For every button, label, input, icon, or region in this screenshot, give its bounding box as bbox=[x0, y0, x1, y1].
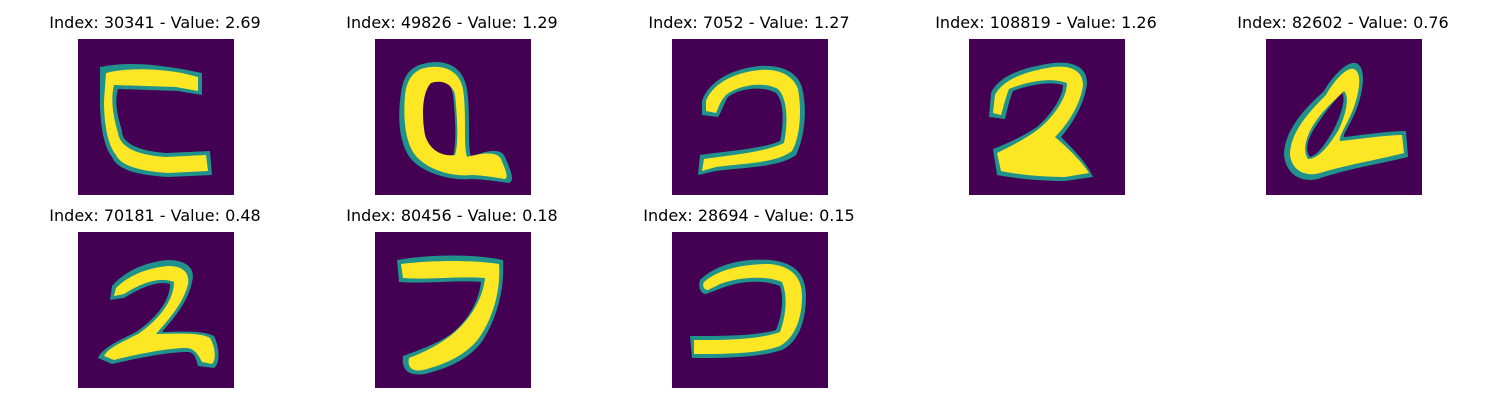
digit-image bbox=[375, 39, 531, 195]
panel-8: Index: 28694 - Value: 0.15 bbox=[619, 205, 879, 388]
panel-title: Index: 70181 - Value: 0.48 bbox=[49, 206, 261, 225]
panel-title: Index: 28694 - Value: 0.15 bbox=[643, 206, 855, 225]
panel-title: Index: 82602 - Value: 0.76 bbox=[1237, 13, 1449, 32]
panel-5: Index: 82602 - Value: 0.76 bbox=[1213, 12, 1473, 195]
panel-4: Index: 108819 - Value: 1.26 bbox=[916, 12, 1176, 195]
digit-image bbox=[969, 39, 1125, 195]
panel-2: Index: 49826 - Value: 1.29 bbox=[322, 12, 582, 195]
panel-title: Index: 49826 - Value: 1.29 bbox=[346, 13, 558, 32]
digit-image bbox=[375, 232, 531, 388]
panel-title: Index: 80456 - Value: 0.18 bbox=[346, 206, 558, 225]
panel-3: Index: 7052 - Value: 1.27 bbox=[619, 12, 879, 195]
digit-image bbox=[672, 39, 828, 195]
digit-image bbox=[1266, 39, 1422, 195]
digit-image bbox=[78, 232, 234, 388]
digit-image bbox=[78, 39, 234, 195]
panel-6: Index: 70181 - Value: 0.48 bbox=[25, 205, 285, 388]
panel-7: Index: 80456 - Value: 0.18 bbox=[322, 205, 582, 388]
panel-title: Index: 7052 - Value: 1.27 bbox=[648, 13, 850, 32]
panel-title: Index: 30341 - Value: 2.69 bbox=[49, 13, 261, 32]
digit-image bbox=[672, 232, 828, 388]
panel-title: Index: 108819 - Value: 1.26 bbox=[935, 13, 1157, 32]
panel-1: Index: 30341 - Value: 2.69 bbox=[25, 12, 285, 195]
